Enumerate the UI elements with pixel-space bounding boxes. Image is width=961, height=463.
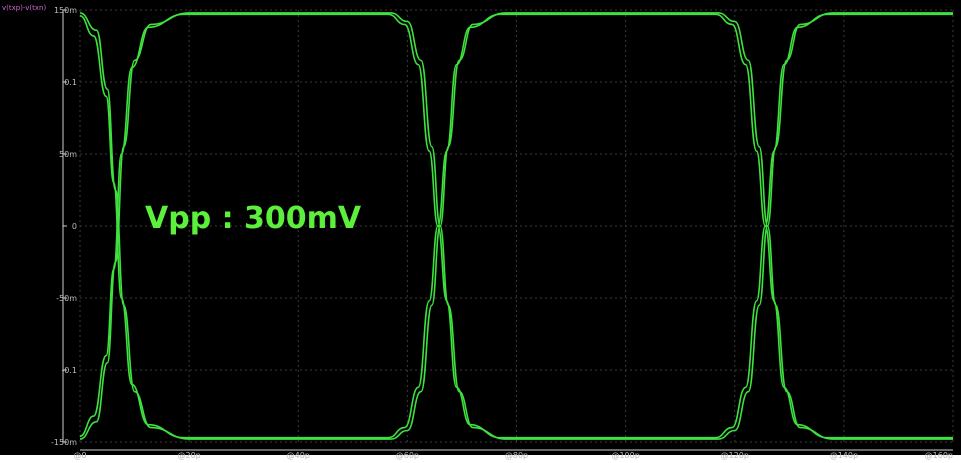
vpp-annotation: Vpp : 300mV bbox=[145, 201, 362, 236]
x-tick-label: @160p bbox=[925, 451, 953, 460]
x-tick-label: @0 bbox=[73, 451, 86, 460]
x-tick-label: @120p bbox=[721, 451, 749, 460]
x-tick-label: @100p bbox=[611, 451, 639, 460]
x-tick-label: @60p bbox=[396, 451, 419, 460]
y-tick-label: -0.1 bbox=[61, 366, 77, 375]
y-tick-label: 0 bbox=[72, 222, 77, 231]
waveform-trace bbox=[79, 13, 953, 439]
x-tick-label: @40p bbox=[287, 451, 310, 460]
y-tick-label: 0.1 bbox=[64, 78, 77, 87]
y-tick-label: 50m bbox=[59, 150, 77, 159]
x-tick-label: @140p bbox=[830, 451, 858, 460]
x-tick-labels: @0 @20p @40p @60p @80p @100p @120p @140p @160p bbox=[73, 451, 953, 460]
grid bbox=[79, 9, 954, 443]
y-axis-title: v(txp)-v(txn) bbox=[2, 4, 46, 12]
waveform-traces bbox=[79, 12, 953, 440]
x-tick-label: @20p bbox=[177, 451, 200, 460]
x-tick-label: @80p bbox=[505, 451, 528, 460]
waveform-trace bbox=[79, 13, 953, 439]
